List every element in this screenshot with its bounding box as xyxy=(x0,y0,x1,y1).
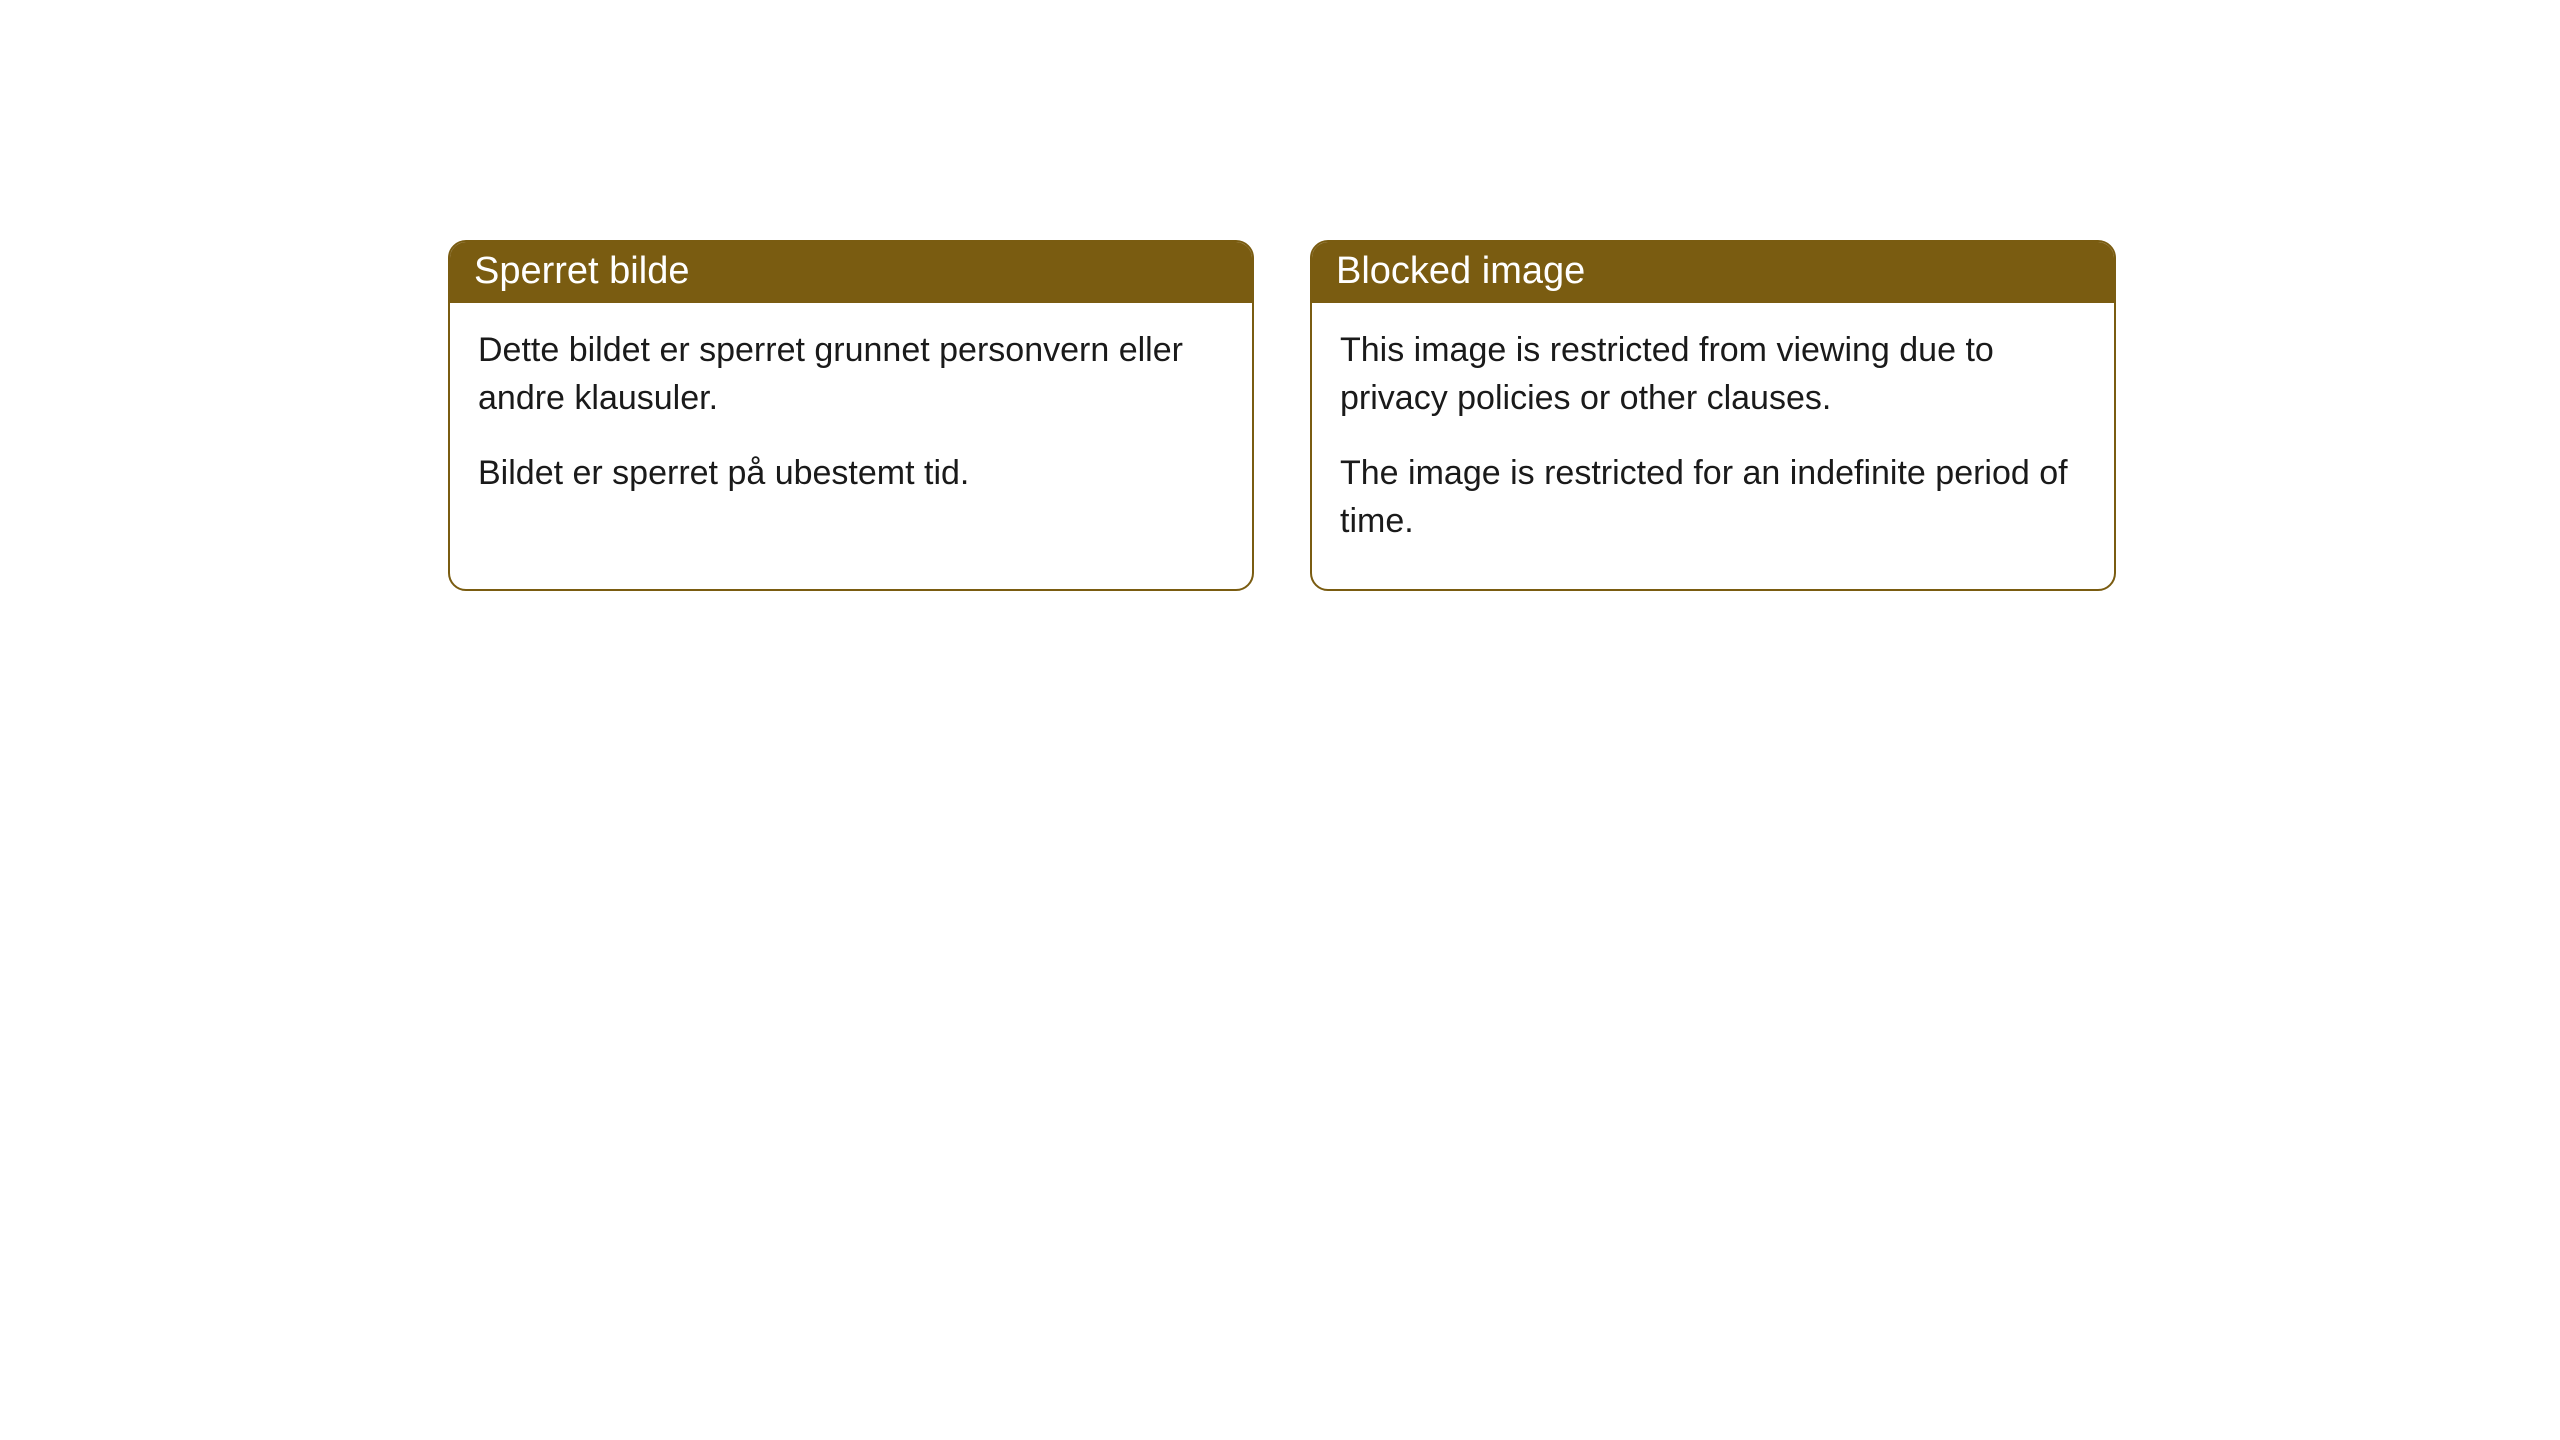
card-paragraph: The image is restricted for an indefinit… xyxy=(1340,450,2086,545)
blocked-image-card-norwegian: Sperret bilde Dette bildet er sperret gr… xyxy=(448,240,1254,591)
card-body: Dette bildet er sperret grunnet personve… xyxy=(450,303,1252,542)
card-paragraph: This image is restricted from viewing du… xyxy=(1340,327,2086,422)
blocked-image-card-english: Blocked image This image is restricted f… xyxy=(1310,240,2116,591)
card-paragraph: Bildet er sperret på ubestemt tid. xyxy=(478,450,1224,498)
card-paragraph: Dette bildet er sperret grunnet personve… xyxy=(478,327,1224,422)
card-header: Blocked image xyxy=(1312,242,2114,303)
card-title: Blocked image xyxy=(1336,250,1585,292)
notice-container: Sperret bilde Dette bildet er sperret gr… xyxy=(0,0,2560,591)
card-body: This image is restricted from viewing du… xyxy=(1312,303,2114,589)
card-title: Sperret bilde xyxy=(474,250,689,292)
card-header: Sperret bilde xyxy=(450,242,1252,303)
